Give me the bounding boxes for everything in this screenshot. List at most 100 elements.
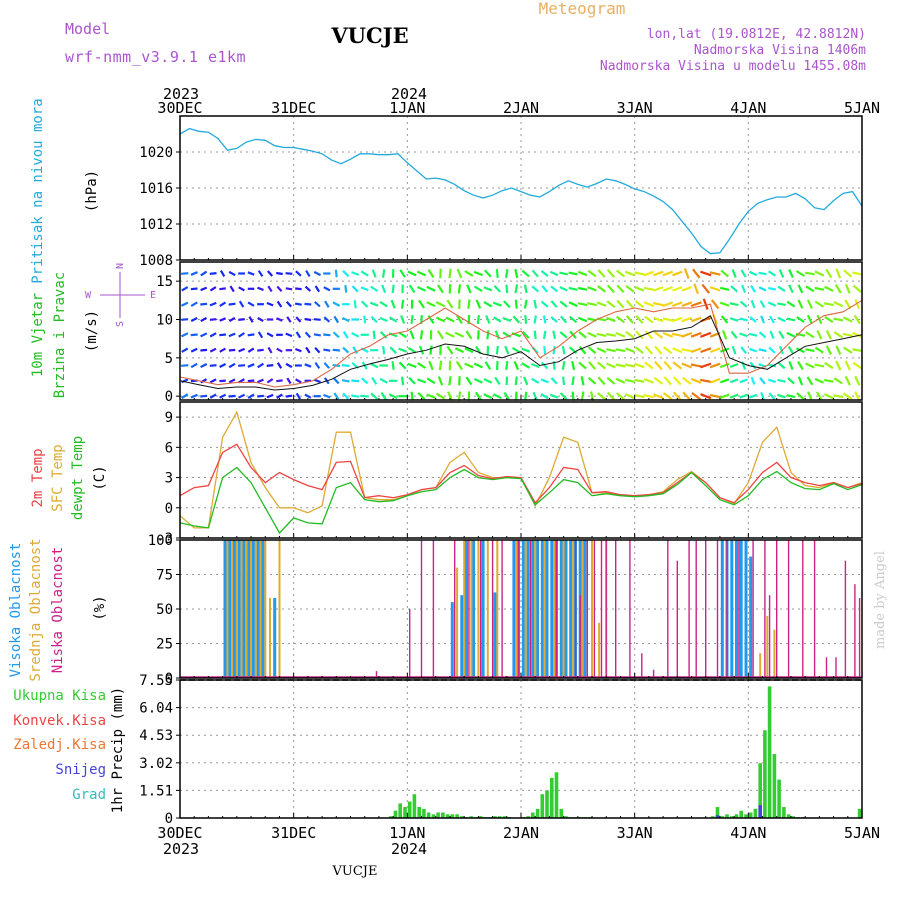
wind-arrow [247,363,255,368]
wind-arrow [505,284,509,294]
wind-arrow [295,347,302,353]
wind-arrow [369,362,379,369]
wind-arrow [748,332,758,337]
cloud-panel: 0 25 50 75 100 [148,533,863,687]
wind-arrow [228,362,236,369]
precip-total-bar [417,807,421,818]
wind-arrow [760,315,766,324]
wind-arrow [635,315,644,324]
wind-arrow [797,284,804,294]
wind-arrow [786,317,796,322]
wind-arrow [768,287,777,291]
wind-arrow [768,270,776,277]
wind-arrow [209,393,217,399]
precip-total-bar [407,801,412,818]
wind-arrow [190,362,198,369]
product-title: Meteogram [539,0,626,18]
wind-arrow [382,269,386,278]
wind-arrow [543,346,547,355]
wind-arrow [369,301,379,307]
wind-arrow [700,378,712,383]
wind-arrow [446,345,454,355]
wind-arrow [305,346,311,354]
wind-arrow [852,284,862,293]
high-cloud-bar [481,540,485,678]
temperature-ytick-label: 0 [165,501,173,517]
wind-arrow [788,360,794,371]
wind-arrow [643,394,655,399]
precip-panel: 0 1.51 3.02 4.53 6.04 7.55 [139,673,863,827]
low-cloud-bar [629,540,631,678]
wind-arrow [777,302,786,306]
wind-arrow [719,393,730,399]
mid-cloud-bar [496,540,499,678]
high-cloud-bar [521,540,525,678]
precip-total-bar [426,812,431,818]
low-cloud-bar [468,540,470,678]
wind-arrow [360,394,369,398]
wind-arrow [437,376,444,386]
wind-arrow [409,330,415,340]
wind-arrow [247,333,255,337]
bottom-time-label: 4JAN [730,824,766,842]
precip-legend-total: Ukupna Kisa [13,688,106,704]
wind-arrow [587,346,597,354]
temperature-ytick-label: 9 [165,410,173,426]
low-cloud-bar [615,540,617,678]
wind-arrow [577,316,588,323]
top-year-mid: 2024 [391,85,427,103]
wind-arrow [465,330,473,340]
wind-arrow [739,317,748,322]
precip-ytick-label: 4.53 [139,728,173,744]
wind-arrow [729,393,739,399]
wind-arrow [286,316,292,323]
high-cloud-bar [460,595,464,678]
high-cloud-bar [526,540,530,678]
wind-arrow [644,345,654,355]
wind-arrow [533,330,537,340]
wind-arrow [550,377,558,385]
mid-cloud-bar [245,540,248,678]
wind-arrow [606,284,615,294]
wind-arrow [513,360,520,371]
wind-arrow [466,284,472,294]
wind-arrow [541,285,549,293]
wind-arrow [238,347,246,353]
wind-arrow [805,362,815,369]
mid-cloud-bar [250,540,252,678]
temperature-ytick-label: -3 [156,531,173,547]
wind-arrow [285,272,293,275]
wind-arrow [550,285,558,293]
wind-arrow [313,318,321,321]
wind-arrow [333,392,340,400]
wind-arrow [483,393,493,400]
wind-arrow [615,331,626,338]
wind-arrow [398,331,407,339]
wind-arrow [391,361,395,370]
wind-arrow [493,316,502,323]
low-cloud-bar [705,540,707,678]
wind-arrow [569,315,578,324]
low-cloud-bar [676,560,678,678]
mid-cloud-bar [456,567,459,678]
wind-arrow [531,377,540,384]
wind-arrow [504,345,510,355]
wind-arrow [597,285,606,293]
wind-arrow [852,271,863,276]
precip-legend-hail: Grad [72,787,106,803]
wind-arrow [521,330,530,339]
wind-arrow [731,269,737,278]
wind-arrow [502,316,512,323]
wind-arrow [361,300,369,308]
cloud-ylabel-high: Visoka Oblacnost [8,543,24,678]
wind-arrow [190,271,198,276]
wind-arrow [371,376,378,385]
mid-cloud-bar [524,540,527,678]
wind-arrow [662,331,674,338]
wind-arrow [219,333,227,337]
high-cloud-bar [493,592,497,678]
precip-total-bar [739,810,743,818]
wind-arrow [721,330,728,340]
pressure-panel: 1008 1012 1016 1020 [139,115,863,269]
wind-arrow [672,270,683,277]
